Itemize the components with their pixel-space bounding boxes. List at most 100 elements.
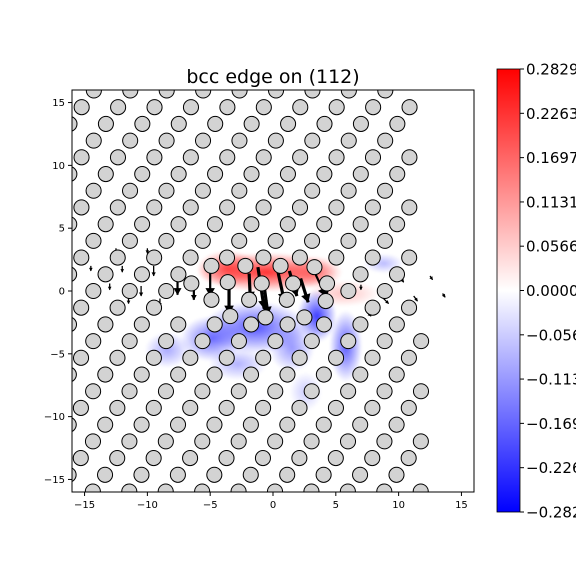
atom-marker	[134, 115, 151, 132]
core-atom-marker	[203, 257, 220, 274]
atom-marker	[134, 166, 151, 183]
atom-markers	[72, 90, 430, 492]
atom-marker	[170, 316, 187, 333]
atom-marker	[243, 115, 260, 132]
x-tick-label: −15	[74, 500, 95, 511]
atom-marker	[315, 466, 332, 483]
atom-marker	[146, 99, 163, 116]
atom-marker	[121, 433, 138, 450]
atom-marker	[231, 132, 248, 149]
displacement-arrowhead	[400, 278, 404, 283]
atom-marker	[109, 349, 126, 366]
atom-marker	[121, 483, 138, 492]
atom-marker	[413, 333, 430, 350]
atom-marker	[255, 199, 272, 216]
atom-marker	[109, 149, 127, 166]
atom-marker	[315, 316, 333, 333]
atom-marker	[121, 383, 138, 400]
atom-marker	[182, 399, 199, 416]
atom-marker	[304, 182, 321, 199]
atom-marker	[158, 132, 175, 149]
atom-marker	[85, 90, 102, 99]
atom-marker	[267, 433, 284, 450]
atom-marker	[182, 199, 199, 216]
atom-marker	[328, 99, 345, 116]
atom-marker	[182, 99, 200, 116]
atom-marker	[279, 416, 296, 433]
atom-marker	[291, 199, 309, 216]
atom-marker	[206, 216, 223, 233]
colorbar-tick-label: 0.0566	[526, 238, 576, 256]
atom-marker	[158, 90, 175, 99]
atom-marker	[182, 349, 199, 366]
atom-marker	[340, 90, 357, 99]
atom-marker	[146, 199, 163, 216]
atom-marker	[279, 466, 296, 483]
quiver-dot	[68, 474, 69, 475]
atom-marker	[170, 216, 187, 233]
atom-marker	[72, 417, 77, 433]
core-atom-marker	[272, 257, 289, 274]
atom-marker	[255, 349, 272, 366]
atom-marker	[292, 149, 309, 166]
atom-marker	[73, 199, 90, 216]
atom-marker	[279, 366, 296, 383]
colorbar-tick-label: −0.0566	[526, 326, 576, 344]
atom-marker	[72, 450, 89, 467]
atom-marker	[389, 216, 406, 233]
atom-marker	[339, 483, 356, 492]
y-axis: −15 −10 −5 0 5 10 15	[44, 98, 72, 486]
atom-marker	[122, 132, 139, 149]
atom-marker	[206, 466, 223, 483]
atom-marker	[377, 182, 394, 199]
atom-marker	[133, 316, 150, 333]
atom-marker	[267, 132, 284, 149]
atom-marker	[121, 333, 138, 350]
atom-marker	[352, 266, 369, 283]
atom-marker	[254, 450, 271, 467]
atom-marker	[377, 90, 394, 99]
colorbar-tick-label: 0.2263	[526, 105, 576, 123]
atom-marker	[376, 483, 393, 492]
atom-marker	[328, 249, 345, 266]
atom-marker	[218, 450, 235, 467]
atom-marker	[145, 349, 162, 366]
atom-marker	[97, 216, 114, 233]
atom-marker	[230, 483, 247, 492]
atom-marker	[364, 149, 382, 166]
atom-marker	[73, 349, 90, 366]
atom-marker	[304, 132, 321, 149]
atom-marker	[401, 249, 418, 266]
atom-marker	[266, 483, 284, 492]
atom-marker	[267, 333, 284, 350]
atom-marker	[97, 266, 114, 283]
atom-marker	[340, 282, 357, 300]
atom-marker	[194, 132, 212, 149]
atom-marker	[157, 483, 174, 492]
atom-marker	[364, 249, 381, 266]
core-atom-marker	[285, 275, 302, 292]
atom-marker	[218, 399, 235, 416]
atom-marker	[85, 383, 102, 400]
displacement-arrowhead	[89, 267, 93, 272]
displacement-arrowhead	[441, 293, 446, 298]
atom-marker	[364, 450, 381, 467]
x-tick-label: 5	[333, 500, 339, 511]
atom-marker	[170, 115, 187, 132]
atom-marker	[339, 433, 357, 450]
atom-marker	[401, 149, 418, 166]
atom-marker	[72, 116, 78, 132]
atom-marker	[121, 282, 138, 300]
x-tick-label: 10	[392, 500, 405, 511]
atom-marker	[388, 416, 405, 433]
colorbar-gradient	[496, 68, 521, 513]
displacement-arrowhead	[138, 292, 144, 297]
atom-marker	[267, 232, 284, 249]
atom-marker	[218, 249, 236, 266]
atom-marker	[400, 450, 417, 467]
atom-marker	[400, 399, 417, 416]
displacement-arrowhead	[359, 286, 363, 291]
atom-marker	[146, 249, 163, 266]
atom-marker	[230, 383, 247, 400]
